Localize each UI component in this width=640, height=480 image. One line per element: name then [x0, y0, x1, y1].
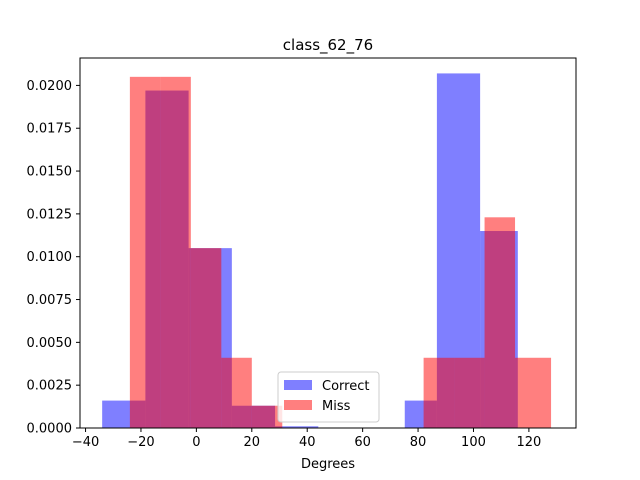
y-tick-label: 0.0000	[27, 422, 73, 437]
x-tick-label: 120	[516, 435, 541, 450]
chart-title: class_62_76	[283, 36, 373, 55]
x-axis-ticks: −40 −20 0 20 40 60 80 100 120	[72, 428, 541, 450]
x-tick-label: 20	[244, 435, 261, 450]
legend-label-miss: Miss	[322, 399, 351, 414]
y-tick-label: 0.0100	[27, 250, 73, 265]
y-axis-ticks: 0.0000 0.0025 0.0050 0.0075 0.0100 0.0125 0.01…	[27, 79, 80, 437]
y-tick-label: 0.0025	[27, 379, 73, 394]
x-tick-label: −40	[72, 435, 99, 450]
y-tick-label: 0.0175	[27, 122, 73, 137]
x-tick-label: 80	[410, 435, 427, 450]
series-miss-bars	[129, 76, 552, 428]
x-tick-label: 100	[461, 435, 486, 450]
plot-frame	[79, 57, 577, 429]
x-tick-label: −20	[127, 435, 154, 450]
legend-label-correct: Correct	[322, 379, 369, 394]
y-tick-label: 0.0075	[27, 293, 73, 308]
bar-miss-0	[129, 76, 161, 428]
bar-miss-1	[160, 76, 191, 428]
bar-miss-5	[423, 357, 455, 428]
legend: Correct Miss	[277, 371, 380, 423]
bar-miss-7	[484, 217, 516, 428]
x-tick-label: 60	[354, 435, 371, 450]
x-tick-label: 0	[192, 435, 200, 450]
bar-miss-4	[251, 405, 283, 428]
y-tick-label: 0.0200	[27, 79, 73, 94]
y-tick-label: 0.0125	[27, 207, 73, 222]
legend-swatch-correct	[284, 380, 312, 390]
bar-miss-8	[515, 357, 552, 428]
x-axis-label: Degrees	[301, 457, 355, 472]
y-tick-label: 0.0050	[27, 336, 73, 351]
bar-miss-3	[221, 357, 252, 428]
bar-miss-2	[190, 248, 222, 428]
bar-miss-6	[454, 357, 485, 428]
bar-correct-4	[275, 426, 319, 428]
x-tick-label: 40	[299, 435, 316, 450]
y-tick-label: 0.0150	[27, 165, 73, 180]
legend-swatch-miss	[284, 400, 312, 410]
